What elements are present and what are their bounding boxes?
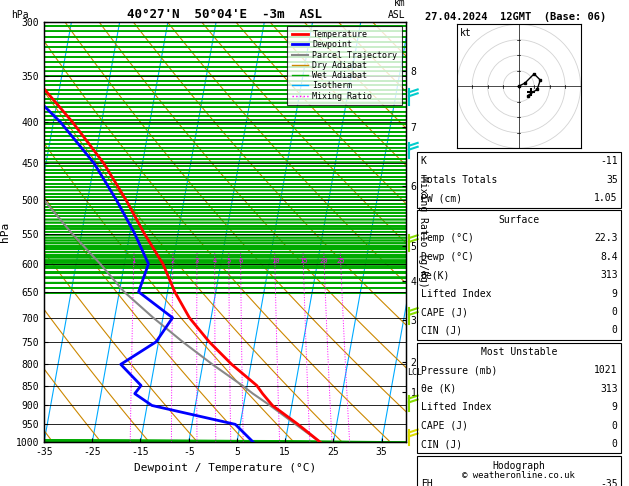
Text: Most Unstable: Most Unstable	[481, 347, 557, 357]
Text: 10: 10	[270, 258, 279, 264]
Text: PW (cm): PW (cm)	[421, 193, 462, 203]
Text: 0: 0	[612, 326, 618, 335]
Text: 8.4: 8.4	[600, 252, 618, 261]
Text: Surface: Surface	[499, 215, 540, 225]
Text: Dewp (°C): Dewp (°C)	[421, 252, 474, 261]
Text: Hodograph: Hodograph	[493, 461, 546, 470]
Text: Totals Totals: Totals Totals	[421, 175, 497, 185]
Text: CAPE (J): CAPE (J)	[421, 421, 468, 431]
X-axis label: Dewpoint / Temperature (°C): Dewpoint / Temperature (°C)	[134, 463, 316, 473]
Text: CIN (J): CIN (J)	[421, 326, 462, 335]
Text: Lifted Index: Lifted Index	[421, 289, 491, 298]
Text: 25: 25	[337, 258, 345, 264]
Text: km
ASL: km ASL	[388, 0, 406, 20]
Text: 1: 1	[131, 258, 136, 264]
Text: 0: 0	[612, 421, 618, 431]
Text: 35: 35	[606, 175, 618, 185]
Text: 313: 313	[600, 270, 618, 280]
Text: 27.04.2024  12GMT  (Base: 06): 27.04.2024 12GMT (Base: 06)	[425, 12, 606, 22]
Text: 15: 15	[299, 258, 308, 264]
Y-axis label: Mixing Ratio (g/kg): Mixing Ratio (g/kg)	[418, 176, 428, 288]
Text: -11: -11	[600, 156, 618, 166]
Text: 4: 4	[213, 258, 217, 264]
Text: 9: 9	[612, 402, 618, 412]
Text: 20: 20	[320, 258, 328, 264]
Text: 6: 6	[238, 258, 243, 264]
Text: CAPE (J): CAPE (J)	[421, 307, 468, 317]
Text: 2: 2	[170, 258, 175, 264]
Text: 5: 5	[226, 258, 231, 264]
Text: -35: -35	[600, 479, 618, 486]
Text: CIN (J): CIN (J)	[421, 439, 462, 449]
Text: LCL: LCL	[408, 368, 423, 378]
Text: kt: kt	[460, 28, 472, 38]
Text: EH: EH	[421, 479, 433, 486]
Text: hPa: hPa	[11, 10, 29, 20]
Text: Pressure (mb): Pressure (mb)	[421, 365, 497, 375]
Text: © weatheronline.co.uk: © weatheronline.co.uk	[462, 471, 576, 480]
Text: 22.3: 22.3	[594, 233, 618, 243]
Text: 0: 0	[612, 307, 618, 317]
Text: θe(K): θe(K)	[421, 270, 450, 280]
Text: K: K	[421, 156, 426, 166]
Text: 1021: 1021	[594, 365, 618, 375]
Text: 1.05: 1.05	[594, 193, 618, 203]
Text: Lifted Index: Lifted Index	[421, 402, 491, 412]
Text: 0: 0	[612, 439, 618, 449]
Text: 3: 3	[195, 258, 199, 264]
Y-axis label: hPa: hPa	[0, 222, 10, 242]
Legend: Temperature, Dewpoint, Parcel Trajectory, Dry Adiabat, Wet Adiabat, Isotherm, Mi: Temperature, Dewpoint, Parcel Trajectory…	[287, 26, 401, 105]
Text: θe (K): θe (K)	[421, 384, 456, 394]
Title: 40°27'N  50°04'E  -3m  ASL: 40°27'N 50°04'E -3m ASL	[127, 8, 323, 21]
Text: Temp (°C): Temp (°C)	[421, 233, 474, 243]
Text: 9: 9	[612, 289, 618, 298]
Text: 313: 313	[600, 384, 618, 394]
